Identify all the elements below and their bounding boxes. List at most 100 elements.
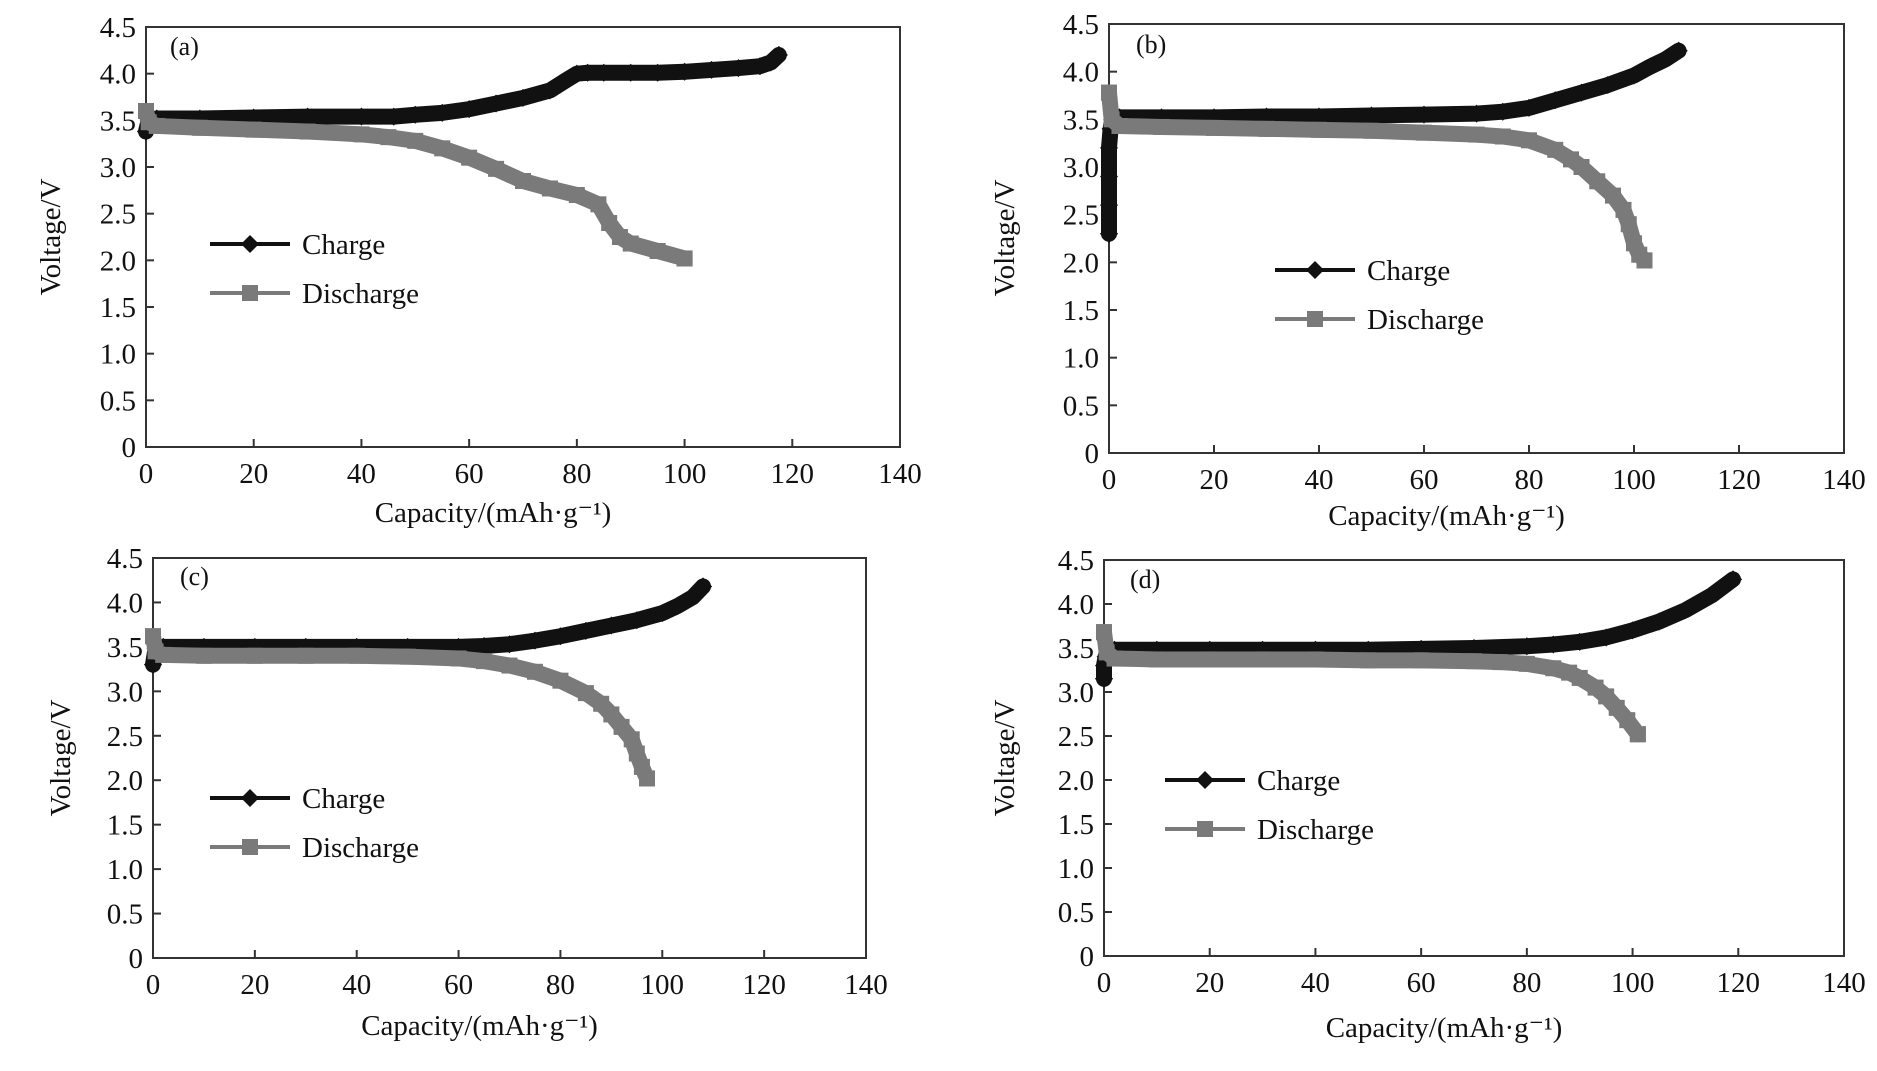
data-point: [155, 646, 172, 663]
x-axis-title: Capacity/(mAh·g⁻¹): [1326, 1012, 1563, 1044]
data-point: [603, 706, 620, 723]
y-tick-label: 1.0: [100, 339, 136, 371]
legend-marker: [1307, 311, 1323, 327]
y-tick-label: 3.5: [100, 105, 136, 137]
data-point: [1100, 138, 1118, 157]
legend-marker: [241, 789, 259, 807]
data-point: [488, 160, 505, 177]
x-tick-label: 20: [240, 969, 269, 1001]
y-tick-label: 2.0: [1063, 247, 1099, 279]
y-tick-label: 2.5: [107, 721, 143, 753]
y-tick-label: 1.0: [1058, 853, 1094, 885]
legend-entry-charge: Charge: [1275, 255, 1450, 287]
y-tick-label: 2.0: [1058, 765, 1094, 797]
y-tick-label: 2.5: [100, 199, 136, 231]
y-tick-label: 3.5: [1058, 633, 1094, 665]
x-axis-title: Capacity/(mAh·g⁻¹): [375, 497, 612, 529]
data-point: [621, 63, 640, 82]
y-tick-label: 2.0: [107, 765, 143, 797]
data-point: [590, 196, 607, 213]
data-point-end: [676, 250, 693, 267]
legend-label: Discharge: [1257, 814, 1374, 846]
data-point: [675, 62, 694, 81]
data-point: [1258, 120, 1275, 137]
y-tick-label: 1.5: [100, 292, 136, 324]
data-point: [628, 745, 645, 762]
data-point-end: [1669, 41, 1688, 60]
x-tick-label: 120: [742, 969, 786, 1001]
y-tick-label: 0: [129, 943, 144, 975]
data-point: [399, 648, 416, 665]
data-point: [501, 657, 518, 674]
data-point: [1310, 107, 1328, 126]
data-point: [246, 647, 263, 664]
legend-entry-discharge: Discharge: [210, 278, 419, 310]
y-tick-label: 0.5: [1063, 390, 1099, 422]
y-tick-label: 4.0: [107, 587, 143, 619]
data-point: [514, 88, 532, 107]
y-tick-label: 3.5: [107, 632, 143, 664]
y-tick-label: 2.0: [100, 245, 136, 277]
data-point: [450, 650, 467, 667]
data-point: [1468, 126, 1485, 143]
panel-label: (b): [1136, 30, 1166, 59]
data-point: [1111, 118, 1128, 135]
x-tick-label: 120: [1717, 464, 1761, 496]
legend-label: Discharge: [302, 278, 419, 310]
panel-label: (a): [170, 32, 199, 61]
data-point: [1100, 167, 1118, 186]
plot-frame: [1108, 23, 1845, 454]
data-point: [348, 647, 365, 664]
data-point: [460, 100, 479, 119]
data-point: [729, 59, 748, 78]
data-point: [1570, 632, 1589, 651]
y-tick-label: 4.5: [1063, 9, 1099, 41]
data-point-end: [769, 46, 788, 64]
y-tick-label: 0: [122, 432, 137, 464]
data-point-start: [1101, 84, 1117, 101]
data-point: [1640, 57, 1659, 76]
x-tick-label: 80: [1512, 967, 1541, 999]
x-tick-label: 80: [562, 458, 591, 490]
data-point: [1615, 201, 1632, 218]
x-tick-label: 120: [1717, 967, 1761, 999]
series-charge: [1095, 570, 1742, 688]
data-point: [148, 117, 165, 134]
data-point: [648, 63, 667, 82]
x-tick-label: 0: [146, 969, 161, 1001]
data-point-end: [1636, 252, 1653, 269]
y-tick-label: 0: [1085, 438, 1100, 470]
data-point: [1619, 712, 1636, 729]
x-tick-label: 20: [1200, 464, 1229, 496]
data-point: [195, 647, 212, 664]
x-tick-label: 140: [878, 458, 922, 490]
legend-label: Charge: [1257, 765, 1340, 797]
legend-marker: [242, 285, 258, 301]
data-point: [1106, 650, 1123, 667]
y-axis-title: Voltage/V: [35, 178, 67, 295]
legend-label: Charge: [1367, 255, 1450, 287]
x-tick-label: 80: [546, 969, 575, 1001]
data-point: [1521, 132, 1537, 149]
x-tick-label: 20: [239, 458, 268, 490]
data-point-start: [1100, 224, 1118, 243]
data-point: [1415, 105, 1433, 124]
x-tick-label: 140: [844, 969, 888, 1001]
data-point: [653, 604, 672, 623]
data-point: [500, 635, 519, 654]
data-point: [1148, 651, 1165, 668]
data-point: [1363, 122, 1380, 139]
x-tick-label: 100: [663, 458, 707, 490]
legend-entry-charge: Charge: [210, 783, 385, 815]
legend-marker: [1196, 771, 1214, 789]
legend-marker: [1197, 821, 1213, 837]
data-point: [298, 107, 317, 126]
data-point: [1650, 612, 1668, 631]
data-point: [1360, 652, 1377, 669]
y-tick-label: 4.0: [100, 59, 136, 91]
data-point: [1608, 699, 1625, 716]
data-point: [552, 672, 569, 689]
data-point: [683, 588, 702, 607]
series-discharge: [1096, 624, 1646, 743]
